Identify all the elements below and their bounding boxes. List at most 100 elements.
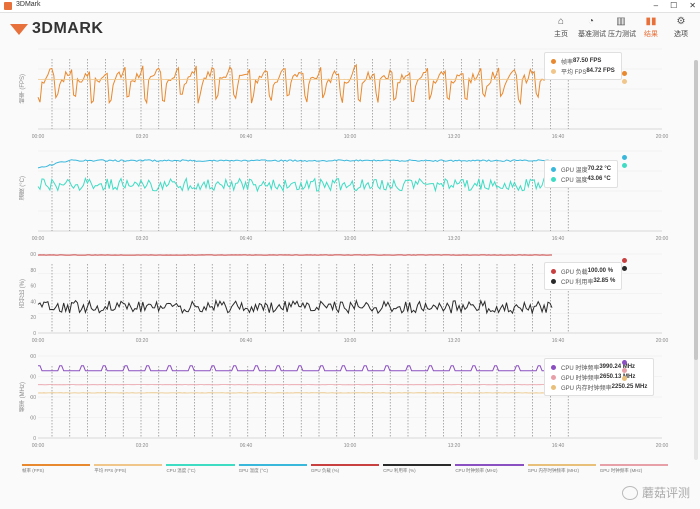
series-line-0 [37, 63, 553, 106]
bottom-legend-item[interactable]: CPU 利用率 (%) [383, 460, 452, 476]
legend-row: GPU 内存时钟频率 2250.25 MHz [551, 382, 647, 392]
y-tick-label: 0 [33, 436, 36, 442]
bottom-legend-item[interactable]: GPU 负载 (%) [310, 460, 380, 476]
y-tick-label: 100 [30, 252, 36, 258]
legend-swatch [551, 68, 556, 74]
legend-name: CPU 利用率 [561, 279, 594, 286]
legend-color-bar [238, 464, 307, 466]
time-tick-label: 16:40 [552, 236, 565, 242]
legend-label: 平均 FPS (FPS) [94, 468, 127, 473]
legend-label: 帧率 (FPS) [22, 468, 44, 473]
time-tick-label: 16:40 [552, 443, 565, 449]
legend-value: 70.22 °C [587, 166, 612, 172]
y-tick-label: 0 [33, 331, 36, 337]
time-tick-label: 10:00 [344, 338, 357, 344]
legend-row: CPU 温度 43.06 °C [551, 174, 611, 184]
time-tick-label: 06:40 [240, 443, 253, 449]
series-line-0 [37, 159, 553, 169]
series-line-1 [37, 176, 553, 193]
current-value-dot [622, 163, 627, 168]
time-tick-label: 10:00 [344, 134, 357, 140]
watermark-text: 蘑菇评测 [641, 486, 690, 500]
nav-item-4[interactable]: ⚙ 选项 [668, 16, 694, 39]
legend-label: CPU 利用率 (%) [383, 468, 416, 473]
legend-color-bar [22, 464, 91, 466]
bottom-legend-item[interactable]: 平均 FPS (FPS) [94, 460, 163, 476]
chart-panel-2: 00:00 03:20 06:40 10:00 13:20 16:40 20:00 100 80… [30, 250, 670, 347]
y-axis-label: 百分比 (%) [20, 278, 26, 308]
close-button[interactable]: ✕ [689, 1, 696, 10]
bottom-legend-item[interactable]: GPU 温度 (°C) [238, 460, 307, 476]
y-tick-label: 4000 [30, 354, 36, 360]
legend-name: 平均 FPS [561, 69, 587, 76]
current-value-dot [622, 79, 627, 84]
legend-row: CPU 时钟频率 3990.24 MHz [551, 362, 647, 372]
minimize-button[interactable]: – [653, 1, 659, 10]
y-axis-label: 帧率 (FPS) [20, 74, 26, 104]
time-tick-label: 13:20 [448, 134, 461, 140]
legend-color-bar [94, 464, 163, 466]
legend-value: 87.50 FPS [573, 58, 602, 64]
chart-legend-box: CPU 时钟频率 3990.24 MHz GPU 时钟频率 2650.13 MHz… [544, 358, 655, 396]
time-tick-label: 20:00 [656, 338, 669, 344]
nav-label: 选项 [674, 31, 688, 38]
legend-swatch [551, 364, 556, 370]
chart-svg: 00:00 03:20 06:40 10:00 13:20 16:40 20:00 [32, 150, 669, 242]
y-tick-label: 80 [30, 268, 36, 274]
time-tick-label: 03:20 [136, 443, 149, 449]
current-value-dot [622, 360, 627, 365]
time-tick-label: 06:40 [240, 134, 253, 140]
nav-item-1[interactable]: ◔ 基准测试 [578, 16, 606, 39]
legend-label: GPU 温度 (°C) [238, 468, 268, 473]
bottom-legend-item[interactable]: CPU 温度 (°C) [166, 460, 235, 476]
chart-panel-1: 00:00 03:20 06:40 10:00 13:20 16:40 20:00 [30, 147, 670, 245]
nav-item-3[interactable]: ▮▮ 结果 [638, 16, 664, 39]
chart-panel-0: 00:00 03:20 06:40 10:00 13:20 16:40 20:00 [30, 45, 670, 143]
nav-label: 压力测试 [608, 31, 636, 38]
vertical-scrollbar[interactable] [694, 60, 698, 460]
bottom-legend-item[interactable]: GPU 时钟频率 (MHz) [599, 460, 668, 476]
legend-swatch [551, 374, 556, 380]
nav-item-0[interactable]: ⌂ 主页 [548, 16, 574, 39]
maximize-button[interactable]: ☐ [670, 1, 678, 10]
legend-swatch [551, 268, 556, 274]
y-tick-label: 1000 [30, 416, 36, 422]
bottom-legend: 帧率 (FPS) 平均 FPS (FPS) CPU 温度 (°C) GPU 温度 (°… [22, 460, 672, 476]
chart-svg: 00:00 03:20 06:40 10:00 13:20 16:40 20:00 100 80… [30, 252, 669, 344]
legend-color-bar [166, 464, 235, 466]
legend-swatch [551, 384, 556, 390]
window-title: 3DMark [16, 1, 41, 8]
time-tick-label: 20:00 [656, 236, 669, 242]
app-header: 3DMARK ⌂ 主页 ◔ 基准测试 ▥ 压力测试 ▮▮ 结果 ⚙ 选项 [0, 13, 700, 45]
current-value-dot [622, 368, 627, 373]
current-value-dot [622, 155, 627, 160]
bottom-legend-item[interactable]: 帧率 (FPS) [22, 460, 91, 476]
legend-value: 2250.25 MHz [611, 384, 648, 390]
y-tick-label: 60 [30, 284, 36, 290]
nav-item-2[interactable]: ▥ 压力测试 [608, 16, 636, 39]
legend-value: 2650.13 MHz [599, 374, 636, 380]
chart-svg: 00:00 03:20 06:40 10:00 13:20 16:40 20:00 [32, 48, 669, 140]
y-tick-label: 3000 [30, 375, 36, 381]
time-tick-label: 06:40 [240, 338, 253, 344]
brand-logo: 3DMARK [10, 20, 103, 38]
time-tick-label: 03:20 [136, 236, 149, 242]
chart-svg: 00:00 03:20 06:40 10:00 13:20 16:40 20:00 4000 3… [30, 354, 668, 449]
weibo-icon [621, 485, 638, 500]
time-tick-label: 00:00 [32, 134, 45, 140]
chart-legend-box: GPU 温度 70.22 °C CPU 温度 43.06 °C [544, 160, 619, 188]
legend-row: GPU 温度 70.22 °C [551, 164, 611, 174]
legend-row: CPU 利用率 32.85 % [551, 276, 615, 286]
nav-label: 结果 [644, 31, 658, 38]
time-tick-label: 13:20 [448, 443, 461, 449]
bottom-legend-item[interactable]: GPU 内存时钟频率 (MHz) [527, 460, 596, 476]
time-tick-label: 20:00 [656, 134, 669, 140]
legend-name: 帧率 [561, 59, 574, 66]
time-tick-label: 00:00 [32, 443, 45, 449]
bottom-legend-item[interactable]: CPU 时钟频率 (MHz) [455, 460, 524, 476]
legend-row: 平均 FPS 84.72 FPS [551, 66, 615, 76]
legend-name: CPU 时钟频率 [561, 365, 600, 372]
scrollbar-thumb[interactable] [694, 60, 698, 360]
legend-name: GPU 内存时钟频率 [561, 385, 612, 392]
